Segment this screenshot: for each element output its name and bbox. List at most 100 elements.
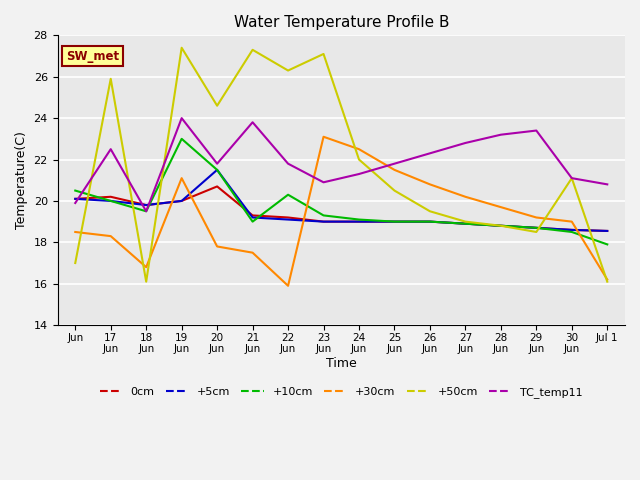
TC_temp11	[320, 180, 328, 185]
0cm	[72, 196, 79, 202]
+5cm	[390, 219, 398, 225]
+10cm	[213, 167, 221, 173]
Line: +50cm: +50cm	[76, 48, 607, 282]
+30cm	[213, 243, 221, 249]
+10cm	[390, 219, 398, 225]
Legend: 0cm, +5cm, +10cm, +30cm, +50cm, TC_temp11: 0cm, +5cm, +10cm, +30cm, +50cm, TC_temp1…	[95, 383, 588, 403]
+5cm	[568, 227, 575, 233]
TC_temp11	[568, 175, 575, 181]
0cm	[461, 221, 469, 227]
TC_temp11	[142, 208, 150, 214]
+10cm	[72, 188, 79, 193]
+50cm	[284, 68, 292, 73]
+30cm	[426, 181, 434, 187]
+10cm	[461, 221, 469, 227]
Title: Water Temperature Profile B: Water Temperature Profile B	[234, 15, 449, 30]
Line: +5cm: +5cm	[76, 170, 607, 231]
+10cm	[249, 219, 257, 225]
TC_temp11	[390, 161, 398, 167]
Text: SW_met: SW_met	[66, 50, 119, 63]
+5cm	[178, 198, 186, 204]
TC_temp11	[72, 200, 79, 206]
TC_temp11	[213, 161, 221, 167]
+30cm	[320, 134, 328, 140]
+10cm	[497, 223, 505, 228]
+50cm	[213, 103, 221, 108]
+5cm	[426, 219, 434, 225]
+5cm	[284, 216, 292, 222]
0cm	[249, 213, 257, 218]
0cm	[532, 225, 540, 231]
+10cm	[568, 229, 575, 235]
+30cm	[355, 146, 363, 152]
+50cm	[107, 76, 115, 82]
0cm	[390, 219, 398, 225]
+50cm	[426, 208, 434, 214]
TC_temp11	[107, 146, 115, 152]
TC_temp11	[284, 161, 292, 167]
0cm	[284, 215, 292, 220]
+30cm	[461, 194, 469, 200]
+50cm	[604, 279, 611, 285]
+5cm	[461, 221, 469, 227]
+50cm	[320, 51, 328, 57]
+5cm	[142, 202, 150, 208]
+30cm	[284, 283, 292, 288]
+50cm	[568, 175, 575, 181]
+30cm	[497, 204, 505, 210]
+5cm	[72, 196, 79, 202]
+10cm	[142, 208, 150, 214]
0cm	[604, 228, 611, 234]
+5cm	[249, 215, 257, 220]
+50cm	[355, 156, 363, 162]
0cm	[568, 227, 575, 233]
+50cm	[497, 223, 505, 228]
+5cm	[107, 198, 115, 204]
+5cm	[497, 223, 505, 228]
+10cm	[532, 225, 540, 231]
+30cm	[249, 250, 257, 255]
+10cm	[107, 198, 115, 204]
+50cm	[461, 219, 469, 225]
+10cm	[426, 219, 434, 225]
+10cm	[355, 216, 363, 222]
+10cm	[604, 241, 611, 247]
Line: TC_temp11: TC_temp11	[76, 118, 607, 211]
X-axis label: Time: Time	[326, 357, 356, 370]
+30cm	[107, 233, 115, 239]
0cm	[178, 198, 186, 204]
+30cm	[142, 264, 150, 270]
+30cm	[604, 276, 611, 282]
TC_temp11	[604, 181, 611, 187]
+5cm	[213, 167, 221, 173]
+50cm	[178, 45, 186, 50]
+5cm	[355, 219, 363, 225]
+50cm	[390, 188, 398, 193]
+30cm	[568, 219, 575, 225]
0cm	[426, 219, 434, 225]
TC_temp11	[461, 140, 469, 146]
Line: 0cm: 0cm	[76, 186, 607, 231]
TC_temp11	[497, 132, 505, 138]
0cm	[355, 219, 363, 225]
0cm	[213, 183, 221, 189]
+50cm	[72, 260, 79, 266]
Line: +10cm: +10cm	[76, 139, 607, 244]
TC_temp11	[355, 171, 363, 177]
+5cm	[320, 219, 328, 225]
+5cm	[532, 225, 540, 231]
0cm	[320, 219, 328, 225]
0cm	[107, 194, 115, 200]
TC_temp11	[178, 115, 186, 121]
0cm	[142, 202, 150, 208]
+5cm	[604, 228, 611, 234]
+10cm	[320, 213, 328, 218]
+10cm	[284, 192, 292, 198]
+30cm	[178, 175, 186, 181]
+50cm	[142, 279, 150, 285]
+30cm	[72, 229, 79, 235]
+30cm	[532, 215, 540, 220]
0cm	[497, 223, 505, 228]
+50cm	[532, 229, 540, 235]
TC_temp11	[532, 128, 540, 133]
